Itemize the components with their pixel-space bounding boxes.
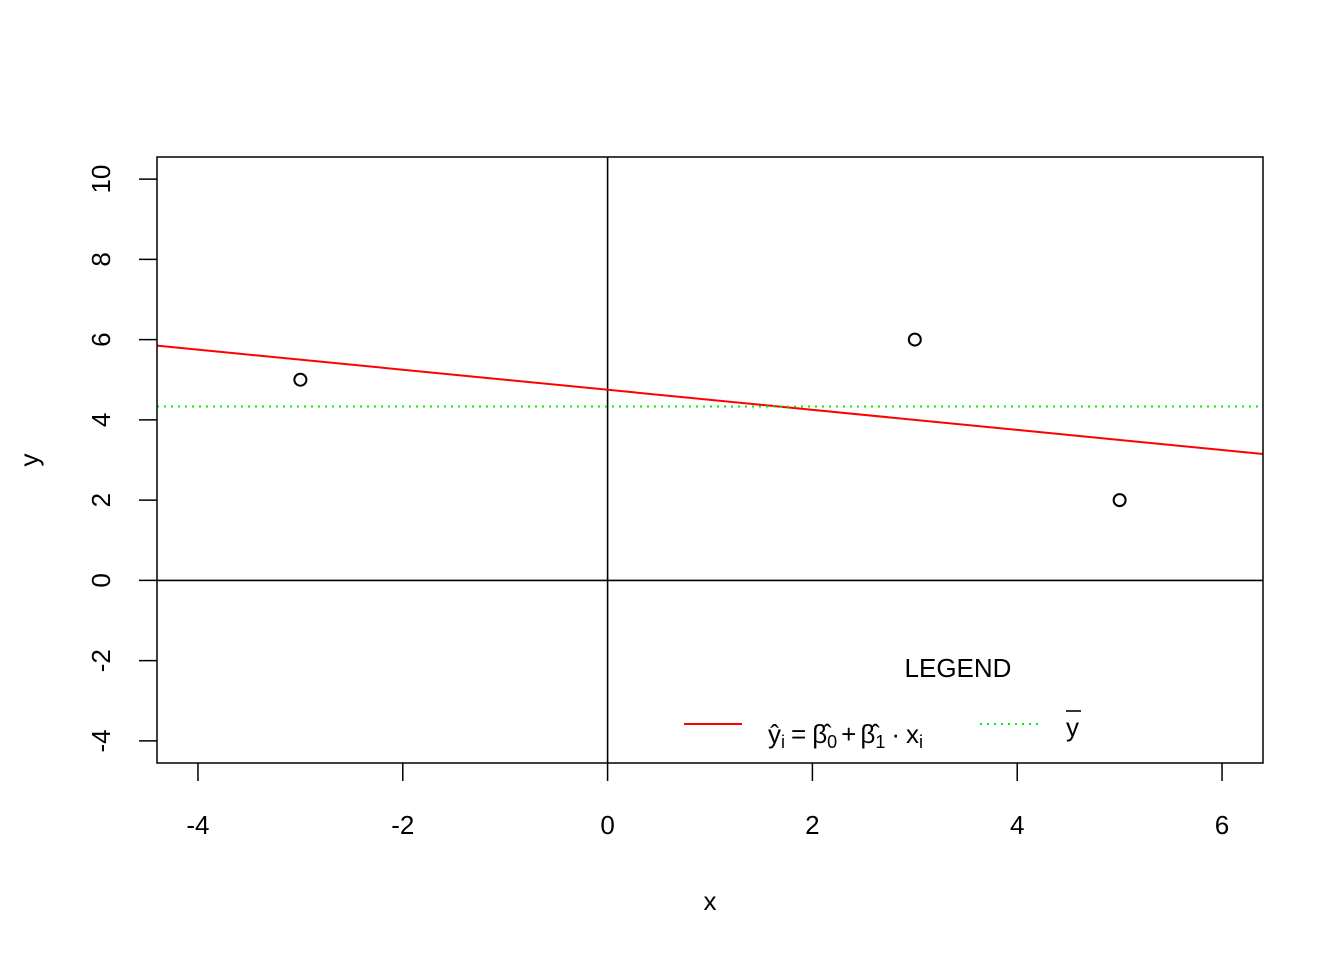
- x-tick-label: 2: [805, 810, 819, 840]
- legend-title: LEGEND: [905, 653, 1012, 683]
- y-axis: -4 -2 0 2 4 6 8 10: [86, 165, 157, 752]
- x-axis-title: x: [704, 886, 717, 916]
- y-tick-label: 4: [86, 413, 116, 427]
- x-tick-label: 4: [1010, 810, 1024, 840]
- legend-beta-hat-0: β̂: [812, 719, 832, 749]
- fitted-lines: [157, 344, 1263, 455]
- x-axis: -4 -2 0 2 4 6: [186, 763, 1229, 840]
- x-tick-label: -2: [391, 810, 414, 840]
- legend-dot: ·: [891, 719, 900, 749]
- legend-equals: =: [791, 719, 806, 749]
- x-tick-label: 0: [600, 810, 614, 840]
- legend-yhat: ŷ: [768, 719, 781, 749]
- y-tick-label: 10: [86, 165, 116, 194]
- y-tick-label: 0: [86, 573, 116, 587]
- reference-lines: [157, 157, 1263, 763]
- x-tick-label: 6: [1215, 810, 1229, 840]
- legend: LEGEND ŷi = β̂0 + β̂1 · xi y: [684, 653, 1081, 752]
- legend-sub-i-2: i: [919, 732, 923, 752]
- data-points: [293, 332, 1127, 508]
- y-tick-label: -4: [86, 729, 116, 752]
- data-point: [1112, 493, 1127, 508]
- legend-sub-0: 0: [827, 732, 837, 752]
- fitted-regression-line: [157, 344, 1263, 455]
- legend-sub-i: i: [781, 732, 785, 752]
- legend-plus: +: [841, 719, 856, 749]
- legend-label-mean-line: y: [1066, 712, 1079, 742]
- y-tick-label: -2: [86, 649, 116, 672]
- legend-beta-hat-1: β̂: [860, 719, 880, 749]
- legend-x: x: [906, 719, 919, 749]
- legend-sub-1: 1: [875, 732, 885, 752]
- y-tick-label: 8: [86, 252, 116, 266]
- plot-frame: [156, 156, 1264, 764]
- y-axis-title: y: [14, 454, 44, 467]
- data-point: [293, 372, 308, 387]
- y-tick-label: 6: [86, 332, 116, 346]
- legend-label-fitted-line: ŷi = β̂0 + β̂1 · xi: [768, 719, 923, 752]
- y-tick-label: 2: [86, 493, 116, 507]
- data-point: [907, 332, 922, 347]
- x-tick-label: -4: [186, 810, 209, 840]
